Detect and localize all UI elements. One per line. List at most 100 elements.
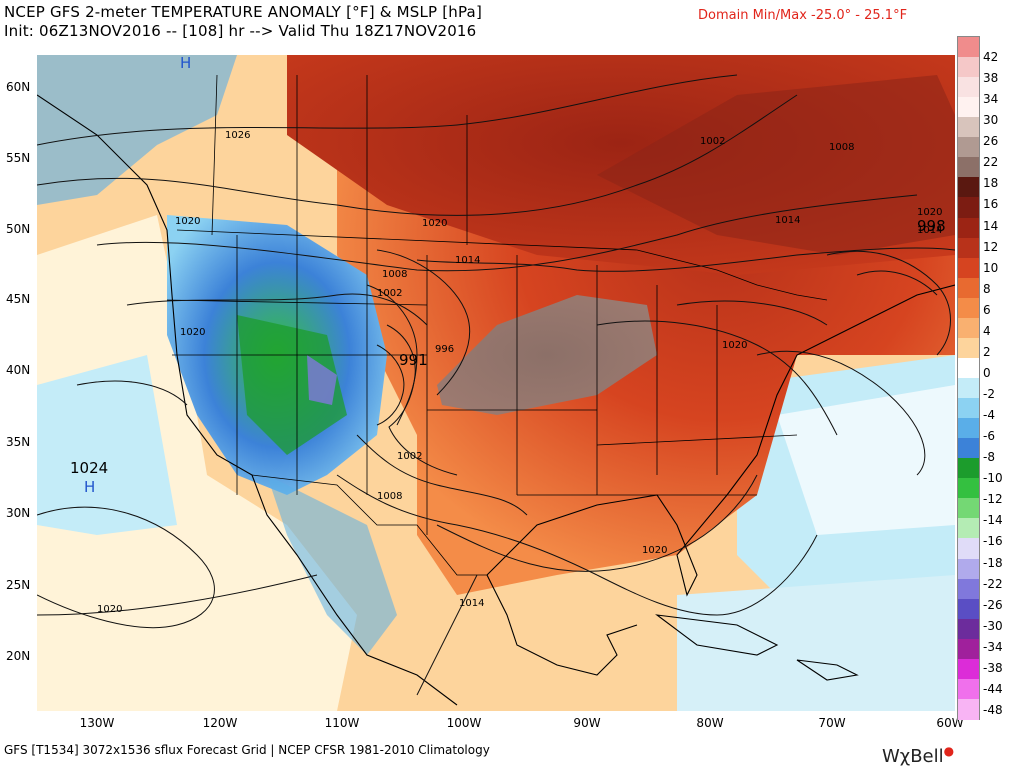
lat-label-45n: 45N <box>6 292 31 306</box>
colorbar-tick-label: 42 <box>983 50 999 64</box>
colorbar-tick-label: 30 <box>983 113 999 128</box>
pacific-pale-field <box>37 215 357 711</box>
lon-label-110w: 110W <box>324 716 360 730</box>
colorbar-segment <box>958 498 979 519</box>
lat-label-35n: 35N <box>6 435 31 449</box>
colorbar-tick-label: -8 <box>983 450 995 465</box>
colorbar-tick-label: -22 <box>983 576 1003 591</box>
colorbar-tick-label: -4 <box>983 408 995 423</box>
pacific-coast <box>37 94 458 706</box>
colorbar-tick-label: -48 <box>983 703 1003 717</box>
colorbar-segment <box>958 297 979 319</box>
colorbar-segment <box>958 438 979 459</box>
colorbar-tick-label: 4 <box>983 323 991 338</box>
colorbar-segment <box>958 357 979 379</box>
lat-label-60n: 60N <box>6 80 31 94</box>
colorbar-segment <box>958 598 979 620</box>
colorbar-segment <box>958 638 979 660</box>
colorbar-tick-label: 8 <box>983 281 991 296</box>
hispaniola-outline <box>796 659 859 681</box>
lat-label-55n: 55N <box>6 151 31 165</box>
great-lakes-border <box>636 249 828 301</box>
bc-alberta-line <box>211 74 218 236</box>
colorbar-segment <box>958 277 979 299</box>
extreme-warm-plains <box>437 295 657 415</box>
colorbar-tick-label: 12 <box>983 239 999 254</box>
weatherbell-logo: WχBell● <box>882 744 955 767</box>
lat-label-40n: 40N <box>6 363 31 377</box>
isobar-label: 1008 <box>382 269 407 280</box>
coldest-core <box>307 355 337 405</box>
colorbar-segment <box>958 518 979 540</box>
colorbar-tick-label: 6 <box>983 302 991 317</box>
high-pressure-marker: H <box>84 478 95 496</box>
colorbar-tick-label: 14 <box>983 218 999 233</box>
colorbar-tick-label: 18 <box>983 176 999 191</box>
colorbar-segment <box>958 217 979 239</box>
isobar-label: 1020 <box>97 604 122 615</box>
colorbar-tick-label: 10 <box>983 260 999 275</box>
colorbar-tick-label: -26 <box>983 597 1003 612</box>
lat-label-50n: 50N <box>6 222 31 236</box>
colorbar-tick-label: -30 <box>983 618 1003 633</box>
cuba-outline <box>655 614 779 656</box>
lat-label-30n: 30N <box>6 506 31 520</box>
colorbar-segment <box>958 678 979 700</box>
colorbar-segment <box>958 177 979 199</box>
colorbar-segment <box>958 418 979 439</box>
lon-label-60w: 60W <box>936 716 964 730</box>
borders <box>166 74 828 576</box>
low-pressure-value: 998 <box>917 217 946 235</box>
warm-core-quebec <box>597 75 955 255</box>
model-footer: GFS [T1534] 3072x1536 sflux Forecast Gri… <box>4 743 490 757</box>
isobar-label: 1014 <box>459 598 484 609</box>
colorbar-segment <box>958 237 979 259</box>
colorbar-segment <box>958 398 979 419</box>
colorbar-tick-label: 38 <box>983 71 999 86</box>
lon-label-100w: 100W <box>446 716 482 730</box>
isobar-label: 1020 <box>180 327 205 338</box>
us-mexico-border <box>251 474 487 576</box>
colorbar-segment <box>958 317 979 339</box>
colorbar-segment <box>958 197 979 219</box>
pacific-cool-field <box>37 355 177 535</box>
colorbar-tick-label: -18 <box>983 555 1003 570</box>
colorbar-segment <box>958 117 979 138</box>
cold-anomaly-gulf-alaska <box>37 55 237 205</box>
lon-label-80w: 80W <box>696 716 724 730</box>
isobar-label: 1014 <box>455 255 480 266</box>
colorbar-tick-label: -6 <box>983 429 995 444</box>
lon-label-90w: 90W <box>573 716 601 730</box>
colorbar-segment <box>958 97 979 118</box>
lon-label-120w: 120W <box>202 716 238 730</box>
colorbar-tick-label: -2 <box>983 387 995 402</box>
colorbar-tick-label: -10 <box>983 471 1003 486</box>
colorbar-tick-label: -16 <box>983 534 1003 549</box>
isobar-label: 1008 <box>377 491 402 502</box>
colorbar-tick-label: -34 <box>983 639 1003 654</box>
isobar-label: 1008 <box>829 142 854 153</box>
colorbar-segment <box>958 578 979 600</box>
colorbar-tick-label: 26 <box>983 134 999 149</box>
atlantic-neutral-field <box>777 385 955 535</box>
colorbar-segment <box>958 478 979 499</box>
high-pressure-marker: H <box>180 55 191 72</box>
map-title: NCEP GFS 2-meter TEMPERATURE ANOMALY [°F… <box>4 3 482 21</box>
isobar-label: 1020 <box>722 340 747 351</box>
colorbar-tick-label: 34 <box>983 92 999 107</box>
coastlines <box>37 94 955 706</box>
gulf-coast-mexico <box>486 574 638 676</box>
colorbar-segment <box>958 538 979 560</box>
colorbar-segment <box>958 157 979 178</box>
colorbar-segment <box>958 57 979 78</box>
colorbar-segment <box>958 618 979 640</box>
domain-min-max: Domain Min/Max -25.0° - 25.1°F <box>698 8 908 23</box>
isobar-label: 1014 <box>917 225 942 236</box>
colorbar-segment <box>958 137 979 158</box>
isobar-label: 1002 <box>397 451 422 462</box>
isobar-label: 1026 <box>225 130 250 141</box>
lat-label-25n: 25N <box>6 578 31 592</box>
lon-label-70w: 70W <box>818 716 846 730</box>
colorbar-segment <box>958 698 979 720</box>
colorbar-segment <box>958 558 979 580</box>
